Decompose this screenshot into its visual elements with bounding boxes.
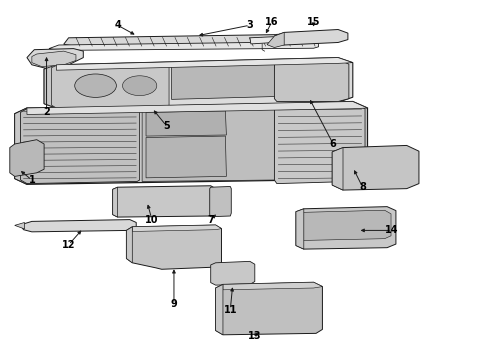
- Text: 16: 16: [265, 17, 279, 27]
- Polygon shape: [126, 227, 132, 263]
- Polygon shape: [142, 106, 275, 181]
- Ellipse shape: [74, 74, 117, 97]
- Polygon shape: [56, 58, 353, 70]
- Text: 8: 8: [359, 182, 366, 192]
- Polygon shape: [146, 111, 226, 136]
- Text: 11: 11: [223, 305, 237, 315]
- Polygon shape: [32, 51, 76, 67]
- Polygon shape: [146, 136, 226, 178]
- Polygon shape: [211, 261, 255, 285]
- Polygon shape: [27, 49, 83, 69]
- Polygon shape: [15, 108, 27, 184]
- Polygon shape: [296, 207, 396, 249]
- Polygon shape: [64, 34, 318, 47]
- Polygon shape: [113, 187, 118, 217]
- Polygon shape: [22, 220, 136, 232]
- Polygon shape: [15, 102, 368, 184]
- Polygon shape: [267, 32, 284, 48]
- Text: 9: 9: [171, 299, 177, 309]
- Polygon shape: [274, 30, 348, 45]
- Polygon shape: [210, 186, 231, 217]
- Polygon shape: [216, 284, 223, 335]
- Polygon shape: [15, 222, 24, 229]
- Polygon shape: [250, 37, 274, 44]
- Polygon shape: [21, 107, 140, 184]
- Text: 10: 10: [145, 215, 159, 225]
- Polygon shape: [223, 282, 322, 290]
- Polygon shape: [27, 102, 367, 114]
- Text: 12: 12: [62, 240, 75, 250]
- Polygon shape: [49, 42, 318, 50]
- Text: 4: 4: [114, 20, 121, 30]
- Polygon shape: [332, 148, 343, 190]
- Polygon shape: [299, 210, 391, 240]
- Polygon shape: [10, 140, 44, 176]
- Text: 14: 14: [385, 225, 399, 235]
- Polygon shape: [296, 209, 304, 249]
- Text: 5: 5: [163, 121, 170, 131]
- Text: 6: 6: [330, 139, 337, 149]
- Polygon shape: [132, 225, 221, 231]
- Polygon shape: [113, 186, 216, 217]
- Polygon shape: [51, 63, 169, 108]
- Polygon shape: [216, 282, 322, 335]
- Text: 2: 2: [43, 107, 50, 117]
- Text: 7: 7: [207, 215, 214, 225]
- Text: 1: 1: [28, 175, 35, 185]
- Polygon shape: [44, 65, 56, 108]
- Polygon shape: [274, 60, 349, 102]
- Polygon shape: [332, 145, 419, 190]
- Text: 15: 15: [307, 17, 320, 27]
- Text: 3: 3: [246, 20, 253, 30]
- Polygon shape: [274, 104, 365, 184]
- Text: 13: 13: [248, 330, 262, 341]
- Polygon shape: [126, 225, 221, 269]
- Ellipse shape: [122, 76, 157, 95]
- Polygon shape: [172, 62, 277, 99]
- Polygon shape: [44, 58, 353, 108]
